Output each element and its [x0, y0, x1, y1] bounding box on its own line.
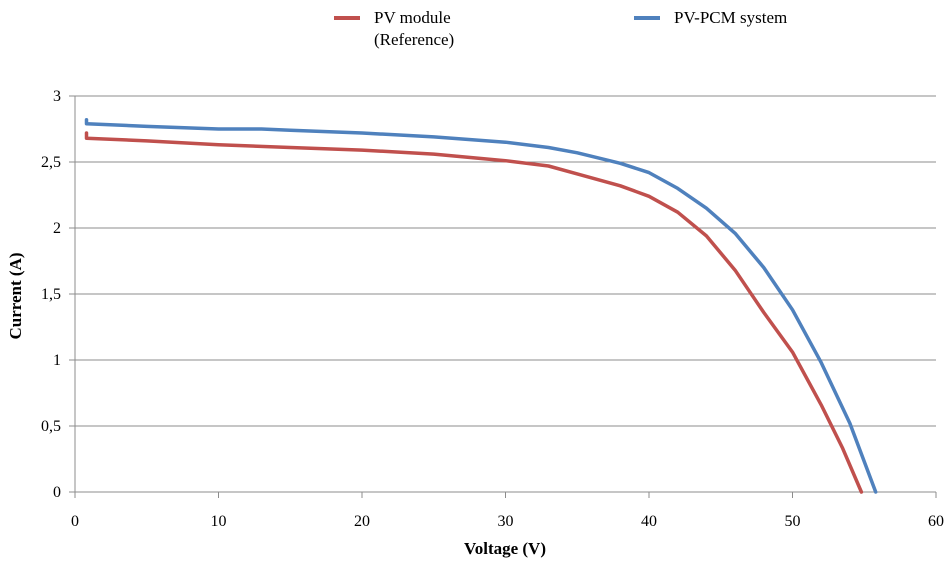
- y-tick-label-0: 0: [53, 484, 61, 501]
- y-tick-label-4: 2: [53, 220, 61, 237]
- series-line-0: [84, 131, 864, 494]
- legend-label-pv-pcm: PV-PCM system: [674, 8, 788, 27]
- axes: [69, 95, 937, 498]
- y-tick-label-3: 1,5: [41, 286, 61, 303]
- x-tick-label-6: 60: [928, 513, 944, 530]
- tick-labels: 00,511,522,530 10 20 30 40 50 60: [41, 88, 944, 530]
- x-tick-label-4: 40: [641, 513, 657, 530]
- x-tick-label-5: 50: [785, 513, 801, 530]
- x-tick-label-3: 30: [498, 513, 514, 530]
- legend-swatch-pv-pcm: [634, 16, 660, 20]
- x-tick-label-0: 0: [71, 513, 79, 530]
- x-tick-label-1: 10: [211, 513, 227, 530]
- series-lines: [84, 118, 878, 494]
- y-tick-label-1: 0,5: [41, 418, 61, 435]
- y-tick-label-6: 3: [53, 88, 61, 105]
- x-axis-title: Voltage (V): [464, 539, 546, 558]
- legend-item-pv-module: PV module (Reference): [334, 7, 454, 51]
- legend-label-pv-module: PV module (Reference): [374, 8, 455, 49]
- y-tick-label-2: 1: [53, 352, 61, 369]
- legend-swatch-pv-module: [334, 16, 360, 20]
- y-tick-label-5: 2,5: [41, 154, 61, 171]
- series-line-1: [84, 118, 878, 494]
- legend-item-pv-pcm: PV-PCM system: [634, 7, 787, 29]
- x-tick-label-2: 20: [354, 513, 370, 530]
- y-axis-title: Current (A): [6, 252, 25, 339]
